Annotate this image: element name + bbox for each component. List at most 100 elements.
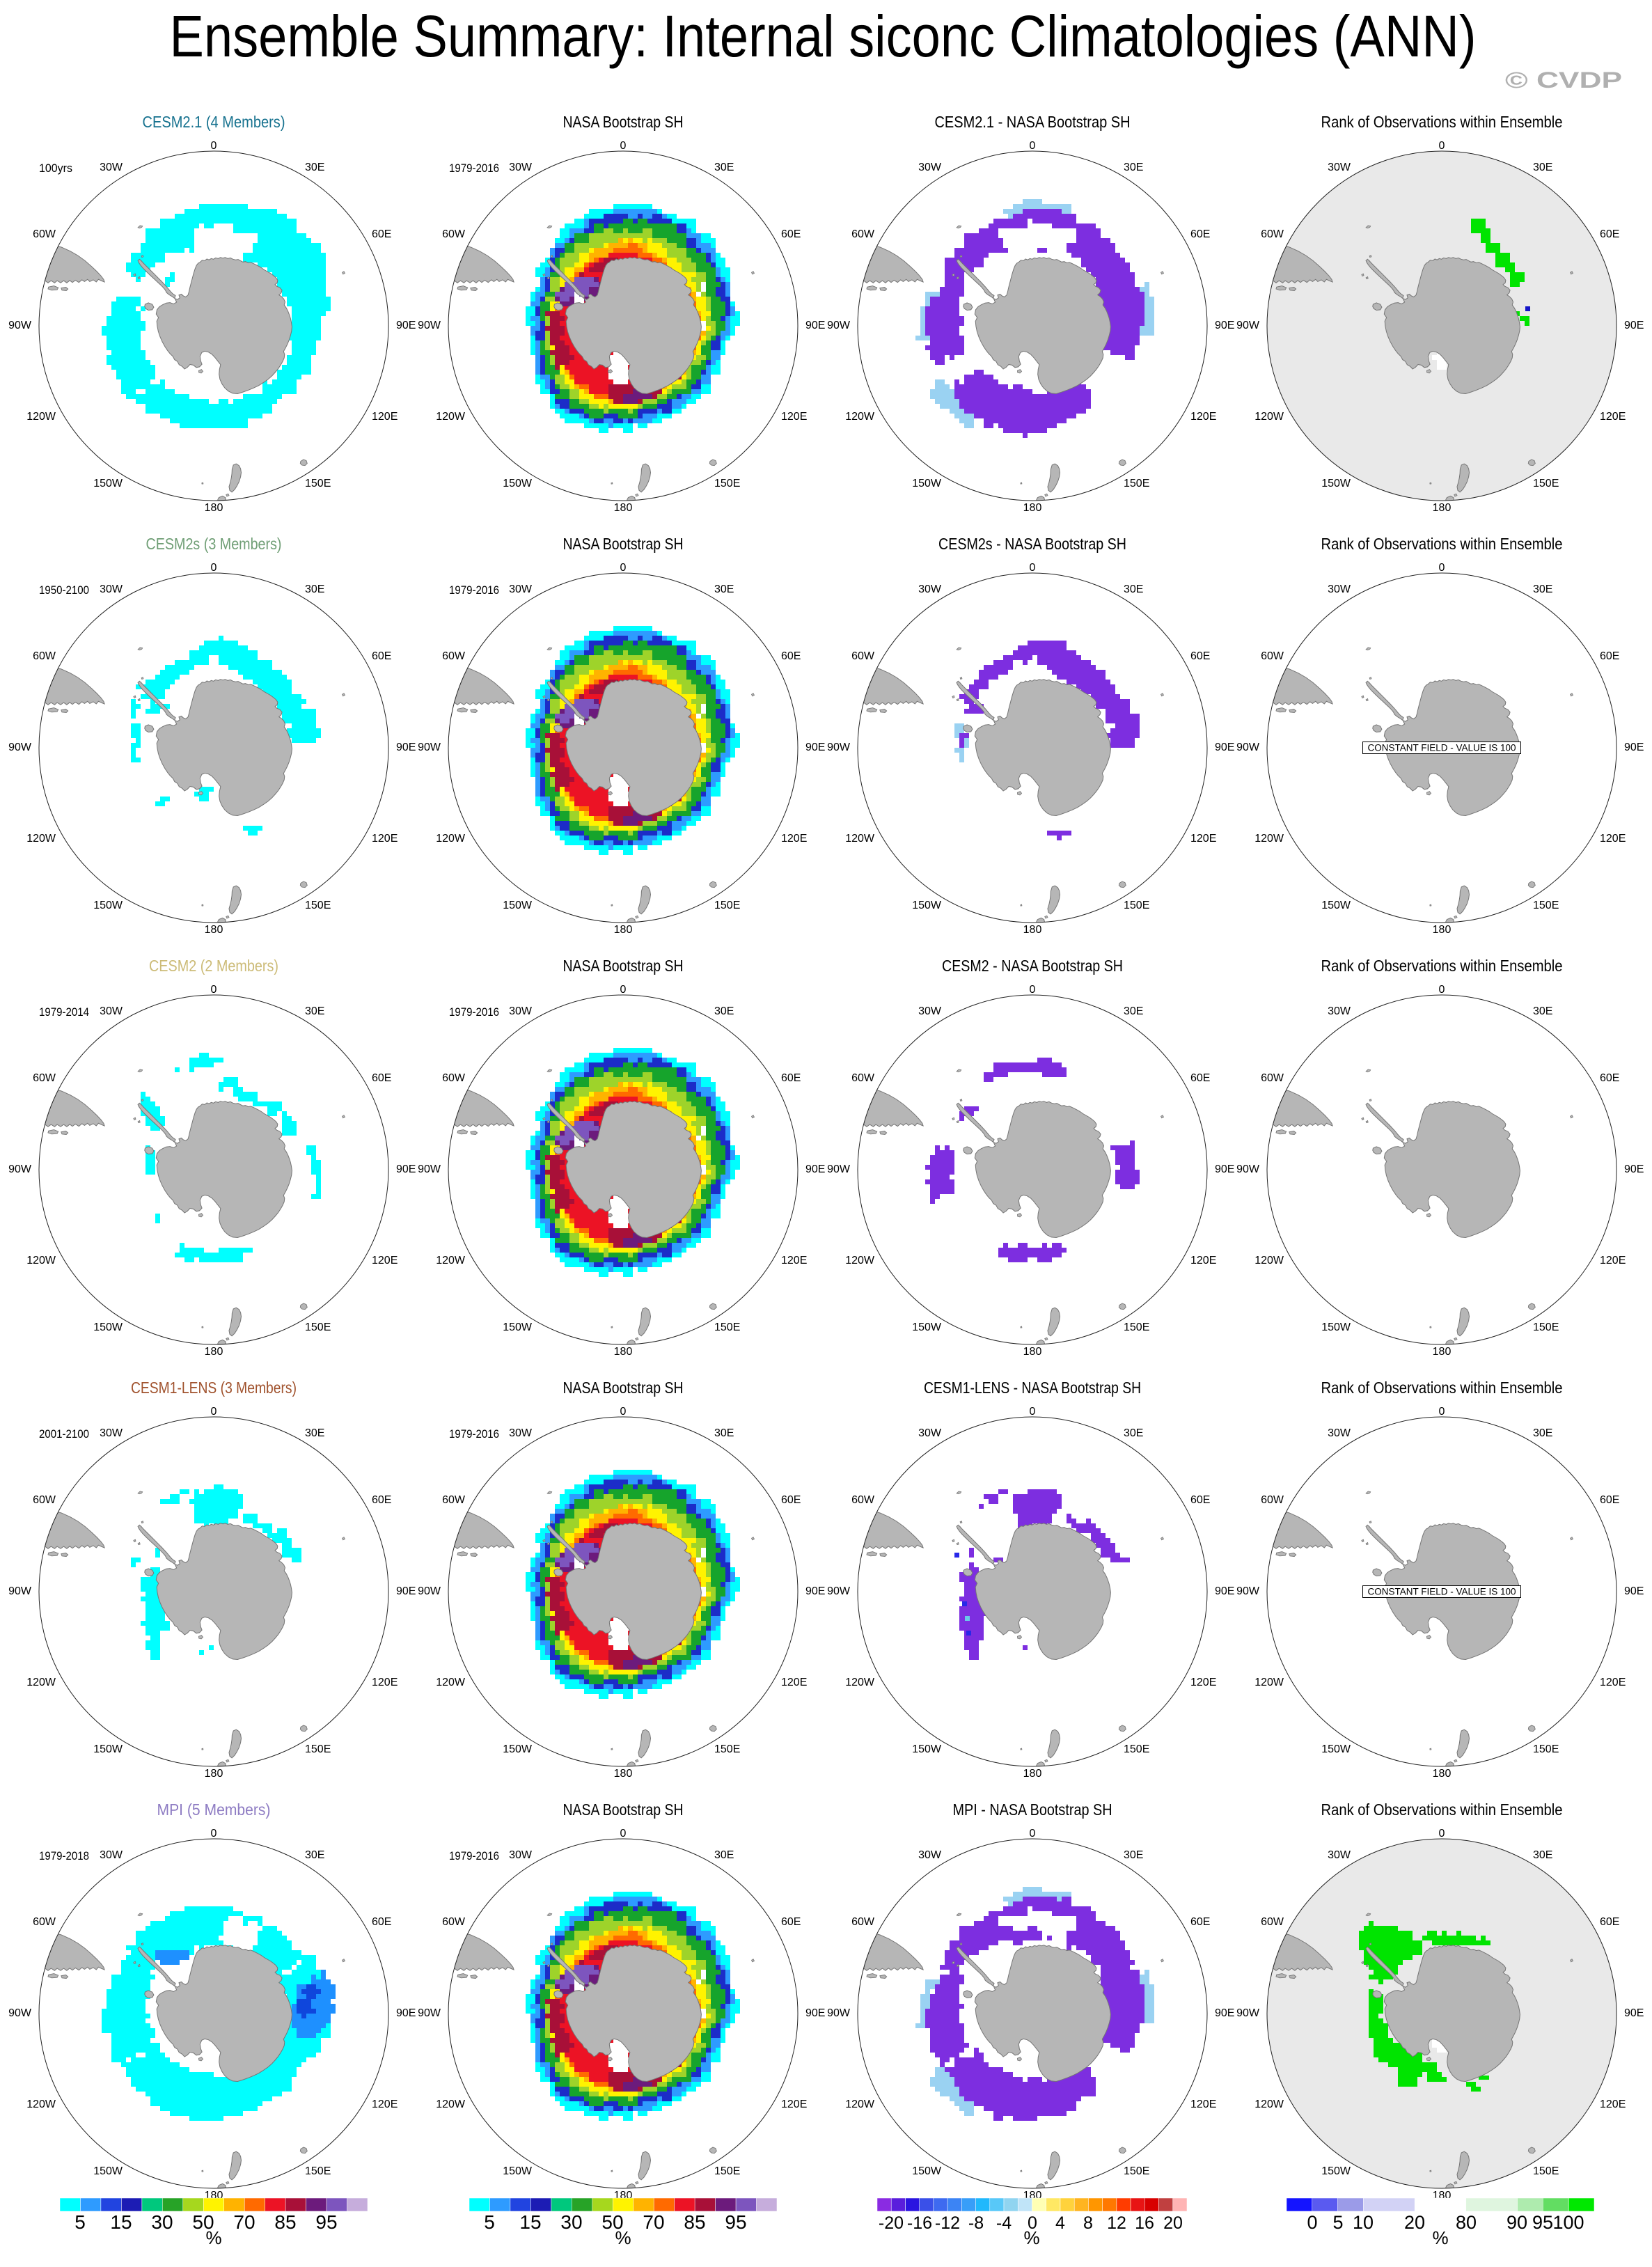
svg-text:1979-2014: 1979-2014 — [39, 1005, 89, 1019]
svg-text:90W: 90W — [8, 320, 32, 331]
svg-text:0: 0 — [1439, 562, 1445, 574]
svg-text:150W: 150W — [1321, 478, 1351, 489]
svg-text:CESM2 (2 Members): CESM2 (2 Members) — [149, 957, 278, 975]
svg-text:60E: 60E — [1190, 650, 1210, 662]
svg-text:60W: 60W — [851, 228, 875, 240]
svg-text:120E: 120E — [781, 2099, 807, 2110]
svg-text:CESM2s (3 Members): CESM2s (3 Members) — [146, 535, 282, 553]
svg-text:30W: 30W — [918, 162, 942, 173]
svg-text:-20: -20 — [879, 2213, 904, 2233]
svg-text:CESM1-LENS - NASA Bootstrap SH: CESM1-LENS - NASA Bootstrap SH — [924, 1379, 1141, 1397]
svg-text:90E: 90E — [396, 1163, 416, 1175]
svg-text:90E: 90E — [805, 1585, 825, 1597]
svg-text:60W: 60W — [33, 1916, 56, 1928]
svg-text:90W: 90W — [1236, 320, 1260, 331]
svg-text:120E: 120E — [372, 833, 398, 845]
svg-text:60E: 60E — [1600, 1494, 1619, 1506]
svg-text:60W: 60W — [442, 228, 466, 240]
svg-text:90W: 90W — [827, 1585, 851, 1597]
svg-text:30W: 30W — [509, 162, 533, 173]
svg-text:150E: 150E — [305, 900, 331, 911]
svg-text:150W: 150W — [503, 1321, 533, 1333]
svg-text:60W: 60W — [442, 1072, 466, 1084]
svg-text:30E: 30E — [714, 583, 734, 595]
svg-text:90W: 90W — [8, 742, 32, 753]
svg-text:Rank of Observations within En: Rank of Observations within Ensemble — [1321, 1801, 1563, 1819]
svg-text:1979-2016: 1979-2016 — [449, 1005, 499, 1019]
svg-text:120E: 120E — [1190, 833, 1216, 845]
svg-text:16: 16 — [1135, 2213, 1154, 2233]
svg-text:120E: 120E — [372, 411, 398, 423]
svg-text:180: 180 — [614, 924, 633, 936]
svg-text:Ensemble Summary: Internal sic: Ensemble Summary: Internal siconc Climat… — [170, 3, 1477, 69]
svg-text:60E: 60E — [1600, 228, 1619, 240]
svg-text:150E: 150E — [305, 1321, 331, 1333]
svg-text:1979-2016: 1979-2016 — [449, 162, 499, 175]
svg-text:0: 0 — [1439, 140, 1445, 152]
svg-text:120E: 120E — [1600, 2099, 1626, 2110]
svg-text:120E: 120E — [372, 1677, 398, 1688]
svg-text:%: % — [1432, 2227, 1448, 2248]
svg-text:100: 100 — [1552, 2212, 1584, 2233]
svg-text:120W: 120W — [845, 2099, 875, 2110]
svg-text:60W: 60W — [851, 650, 875, 662]
svg-text:30E: 30E — [1124, 162, 1143, 173]
svg-text:180: 180 — [614, 502, 633, 514]
svg-text:12: 12 — [1107, 2213, 1126, 2233]
svg-text:120E: 120E — [1190, 1677, 1216, 1688]
svg-text:90E: 90E — [1624, 2007, 1644, 2019]
svg-text:60W: 60W — [33, 650, 56, 662]
svg-text:10: 10 — [1353, 2212, 1374, 2233]
svg-text:85: 85 — [274, 2211, 296, 2233]
svg-text:90E: 90E — [1624, 1585, 1644, 1597]
svg-text:120E: 120E — [781, 1255, 807, 1266]
svg-text:150W: 150W — [93, 2165, 123, 2177]
svg-text:CONSTANT FIELD - VALUE IS 100: CONSTANT FIELD - VALUE IS 100 — [1367, 1587, 1516, 1597]
svg-text:180: 180 — [1023, 1768, 1042, 1780]
svg-text:150W: 150W — [503, 1743, 533, 1755]
svg-text:90W: 90W — [418, 1585, 441, 1597]
svg-text:150E: 150E — [714, 1743, 740, 1755]
svg-text:95: 95 — [1532, 2212, 1553, 2233]
svg-text:1979-2016: 1979-2016 — [449, 583, 499, 597]
svg-text:120W: 120W — [26, 833, 56, 845]
svg-text:90E: 90E — [805, 1163, 825, 1175]
svg-text:150W: 150W — [912, 900, 942, 911]
svg-text:120E: 120E — [1190, 2099, 1216, 2110]
svg-text:150E: 150E — [1124, 1321, 1149, 1333]
svg-text:60W: 60W — [1261, 650, 1284, 662]
svg-text:30E: 30E — [1124, 1005, 1143, 1017]
svg-text:60E: 60E — [781, 1494, 801, 1506]
svg-text:180: 180 — [1433, 1346, 1452, 1358]
svg-text:180: 180 — [614, 1768, 633, 1780]
svg-text:%: % — [1023, 2227, 1039, 2248]
svg-text:20: 20 — [1163, 2213, 1183, 2233]
svg-text:1950-2100: 1950-2100 — [39, 583, 89, 597]
svg-text:0: 0 — [1307, 2212, 1317, 2233]
svg-text:90E: 90E — [1215, 742, 1234, 753]
svg-text:90W: 90W — [418, 1163, 441, 1175]
svg-text:120E: 120E — [781, 1677, 807, 1688]
svg-text:90W: 90W — [1236, 1163, 1260, 1175]
svg-text:15: 15 — [110, 2211, 132, 2233]
svg-text:60E: 60E — [781, 1916, 801, 1928]
svg-text:150W: 150W — [912, 1743, 942, 1755]
svg-text:60W: 60W — [33, 1494, 56, 1506]
svg-text:90E: 90E — [396, 742, 416, 753]
svg-text:30W: 30W — [1328, 583, 1351, 595]
svg-text:60E: 60E — [372, 1916, 391, 1928]
svg-text:Rank of Observations within En: Rank of Observations within Ensemble — [1321, 113, 1563, 131]
svg-text:120E: 120E — [372, 1255, 398, 1266]
svg-text:150E: 150E — [1533, 2165, 1559, 2177]
svg-text:150E: 150E — [714, 2165, 740, 2177]
svg-text:120W: 120W — [1254, 411, 1284, 423]
svg-text:150E: 150E — [305, 478, 331, 489]
svg-text:120E: 120E — [1600, 411, 1626, 423]
svg-text:30W: 30W — [509, 1427, 533, 1439]
svg-text:30W: 30W — [509, 583, 533, 595]
svg-text:NASA Bootstrap SH: NASA Bootstrap SH — [563, 1379, 684, 1397]
svg-text:0: 0 — [1439, 1828, 1445, 1840]
svg-text:30E: 30E — [1533, 583, 1552, 595]
svg-text:60W: 60W — [442, 1494, 466, 1506]
svg-text:30E: 30E — [305, 1427, 324, 1439]
